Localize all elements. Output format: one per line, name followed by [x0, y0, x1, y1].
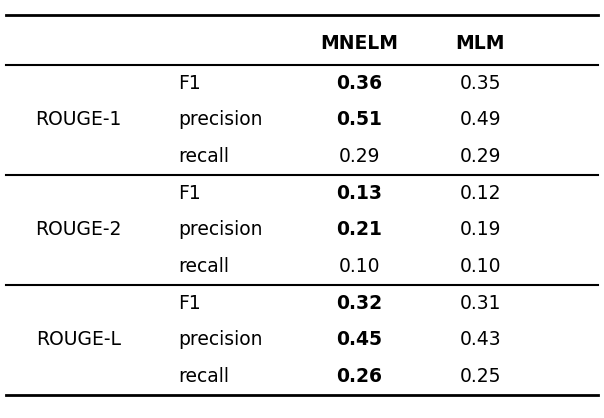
Text: 0.36: 0.36 [336, 74, 382, 93]
Text: 0.10: 0.10 [460, 257, 501, 276]
Text: 0.10: 0.10 [339, 257, 380, 276]
Text: 0.43: 0.43 [460, 331, 501, 349]
Text: 0.19: 0.19 [460, 220, 501, 240]
Text: F1: F1 [178, 294, 201, 313]
Text: 0.51: 0.51 [336, 110, 382, 129]
Text: 0.32: 0.32 [336, 294, 382, 313]
Text: 0.21: 0.21 [336, 220, 382, 240]
Text: ROUGE-L: ROUGE-L [36, 331, 121, 349]
Text: 0.49: 0.49 [460, 110, 501, 129]
Text: 0.45: 0.45 [336, 331, 382, 349]
Text: recall: recall [178, 257, 229, 276]
Text: 0.29: 0.29 [339, 147, 380, 166]
Text: 0.13: 0.13 [336, 184, 382, 203]
Text: 0.25: 0.25 [460, 367, 501, 386]
Text: 0.26: 0.26 [336, 367, 382, 386]
Text: 0.12: 0.12 [460, 184, 501, 203]
Text: 0.31: 0.31 [460, 294, 501, 313]
Text: 0.29: 0.29 [460, 147, 501, 166]
Text: ROUGE-1: ROUGE-1 [35, 110, 122, 129]
Text: ROUGE-2: ROUGE-2 [35, 220, 122, 240]
Text: MNELM: MNELM [320, 34, 399, 54]
Text: F1: F1 [178, 184, 201, 203]
Text: recall: recall [178, 147, 229, 166]
Text: precision: precision [178, 110, 263, 129]
Text: precision: precision [178, 220, 263, 240]
Text: recall: recall [178, 367, 229, 386]
Text: 0.35: 0.35 [460, 74, 501, 93]
Text: precision: precision [178, 331, 263, 349]
Text: MLM: MLM [455, 34, 505, 54]
Text: F1: F1 [178, 74, 201, 93]
